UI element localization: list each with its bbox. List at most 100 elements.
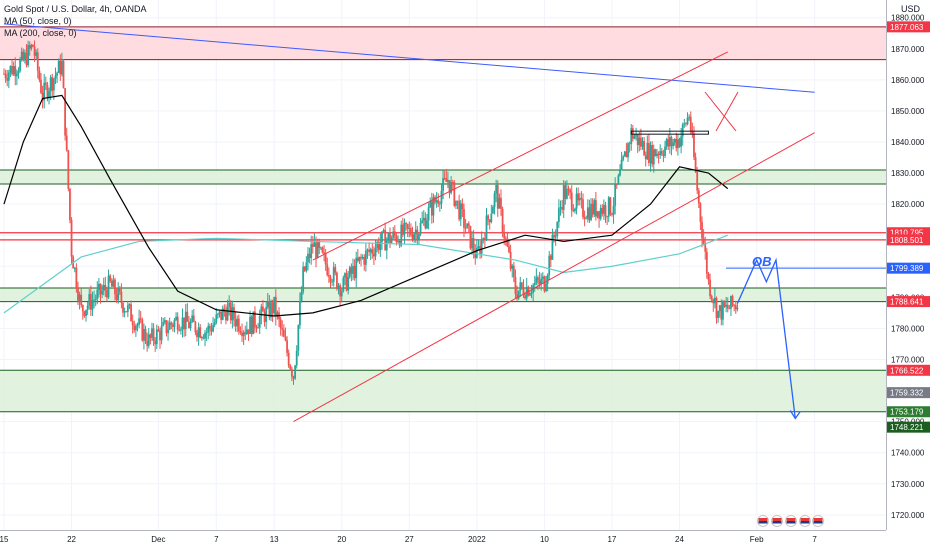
- candle-body: [453, 182, 456, 206]
- candle-body: [508, 246, 510, 253]
- candle-body: [630, 128, 633, 144]
- candle-body: [638, 137, 641, 146]
- x-tick-label: Feb: [750, 535, 764, 544]
- candle-body: [561, 207, 563, 210]
- candle-body: [461, 203, 464, 210]
- candle-body: [196, 332, 198, 338]
- candle-body: [736, 307, 739, 310]
- candle-body: [361, 256, 364, 259]
- candle-body: [112, 279, 115, 287]
- event-flag-stripe: [772, 518, 782, 521]
- candle-body: [718, 305, 721, 312]
- candle-body: [311, 244, 314, 247]
- candle-body: [702, 238, 705, 245]
- event-flags: [757, 515, 824, 527]
- price-tag-label: 1766.522: [890, 366, 924, 375]
- candle-body: [51, 77, 54, 91]
- symbol-title[interactable]: Gold Spot / U.S. Dollar, 4h, OANDA: [4, 4, 147, 14]
- candle-body: [114, 279, 116, 295]
- candle-body: [199, 327, 202, 338]
- price-tag-bg: [887, 364, 930, 376]
- candle-body: [192, 315, 195, 323]
- candle-body: [3, 73, 5, 75]
- candle-body: [262, 306, 264, 312]
- projection-path: [736, 257, 796, 419]
- candle-body: [397, 241, 399, 243]
- candle-body: [171, 324, 174, 327]
- candle-body: [385, 239, 388, 251]
- candle-body: [369, 249, 372, 253]
- candle-body: [434, 197, 436, 203]
- candle-body: [130, 304, 132, 322]
- candle-body: [477, 246, 480, 248]
- candle-body: [300, 292, 303, 302]
- candle-body: [722, 301, 724, 320]
- candle-body: [9, 66, 12, 73]
- candle-body: [28, 45, 31, 49]
- price-tag-label: 1808.501: [890, 236, 924, 245]
- candle-body: [607, 197, 610, 217]
- candle-body: [676, 139, 679, 149]
- candle-body: [308, 253, 311, 259]
- candle-body: [559, 207, 562, 209]
- candle-body: [371, 249, 374, 254]
- candle-body: [225, 311, 227, 321]
- candle-body: [503, 232, 506, 239]
- candle-body: [516, 294, 518, 299]
- candle-body: [368, 249, 370, 253]
- candle-body: [593, 200, 596, 215]
- candle-body: [355, 257, 358, 279]
- candle-body: [458, 200, 461, 220]
- candle-body: [641, 141, 644, 147]
- candle-body: [255, 327, 258, 329]
- candle-body: [640, 137, 642, 147]
- candle-body: [643, 141, 646, 156]
- candle-body: [364, 250, 367, 265]
- candle-body: [585, 218, 588, 220]
- candle-body: [387, 233, 390, 240]
- candle-body: [134, 325, 137, 331]
- candle-body: [46, 84, 49, 98]
- candle-body: [459, 203, 462, 220]
- candle-body: [254, 311, 256, 328]
- candle-body: [270, 302, 272, 318]
- candle-body: [430, 201, 433, 216]
- y-tick-label: 1850.000: [891, 107, 925, 116]
- candle-body: [501, 208, 504, 233]
- candle-body: [693, 133, 695, 158]
- candle-body: [586, 207, 589, 219]
- candle-body: [450, 182, 453, 193]
- candle-body: [498, 197, 501, 209]
- candle-body: [418, 234, 420, 241]
- ma50-legend[interactable]: MA (50, close, 0): [4, 16, 72, 26]
- candle-body: [88, 294, 91, 306]
- cross-mark-b: [715, 91, 739, 132]
- candle-body: [86, 305, 89, 310]
- candle-body: [284, 336, 287, 341]
- candle-body: [628, 143, 631, 145]
- event-flag-stripe: [758, 518, 768, 521]
- candle-body: [427, 207, 430, 221]
- candle-body: [601, 208, 604, 214]
- candle-body: [652, 149, 655, 165]
- candle-body: [495, 184, 498, 194]
- candle-body: [228, 302, 231, 307]
- candle-body: [475, 247, 478, 258]
- candle-body: [686, 117, 689, 125]
- candle-body: [44, 82, 47, 85]
- candle-body: [393, 231, 396, 236]
- candle-body: [635, 134, 637, 137]
- candle-body: [424, 217, 427, 229]
- candle-body: [395, 235, 398, 243]
- candle-body: [154, 340, 157, 345]
- candle-body: [615, 184, 618, 186]
- candle-body: [73, 267, 76, 269]
- price-tag-bg: [887, 21, 930, 33]
- candle-body: [670, 137, 673, 147]
- candle-body: [340, 291, 343, 297]
- candle-body: [451, 182, 454, 183]
- ma200-legend[interactable]: MA (200, close, 0): [4, 28, 77, 38]
- candle-body: [717, 311, 719, 319]
- candle-body: [75, 267, 78, 289]
